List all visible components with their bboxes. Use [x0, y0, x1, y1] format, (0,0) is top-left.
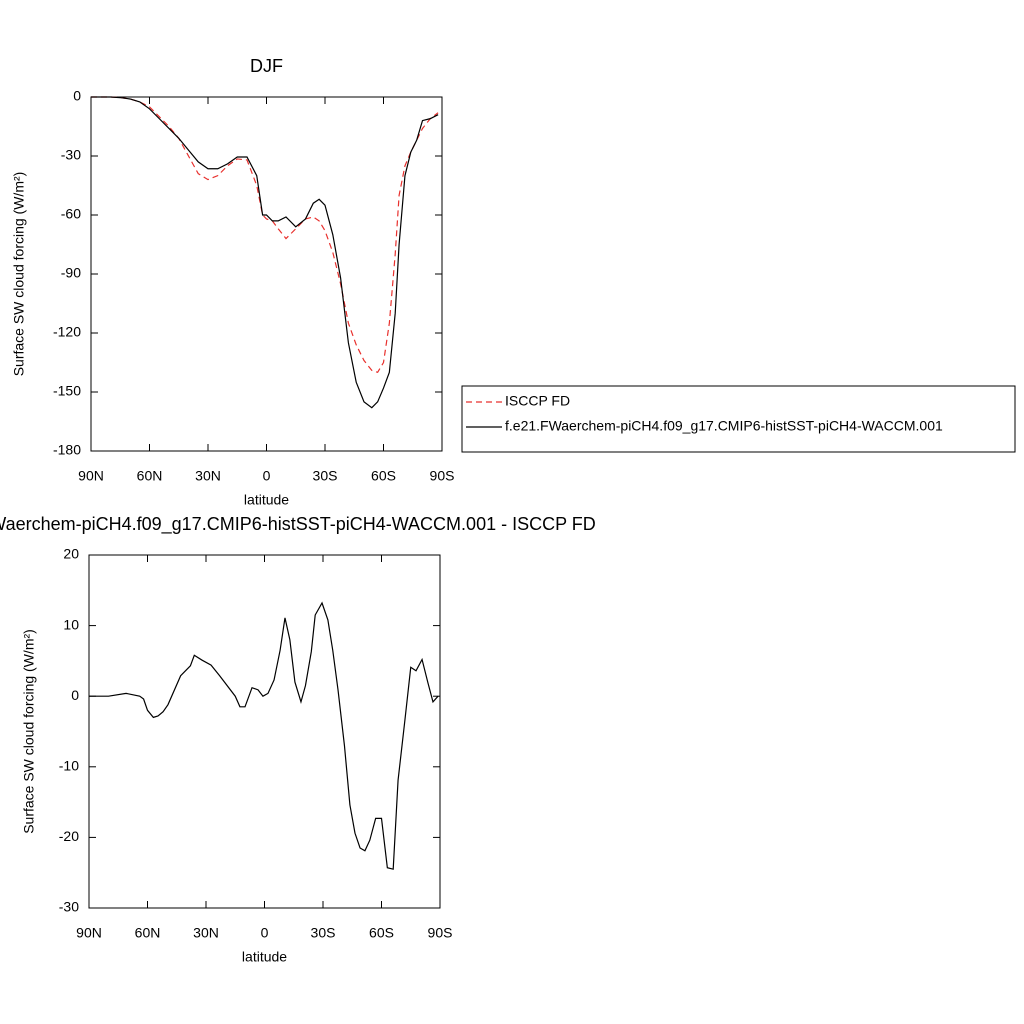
x-axis-label: latitude: [242, 949, 287, 965]
y-tick-label: -30: [59, 899, 79, 915]
x-tick-label: 60N: [135, 925, 161, 941]
x-tick-label: 90N: [78, 468, 104, 484]
y-tick-label: -30: [61, 147, 81, 163]
x-axis-label: latitude: [244, 492, 289, 508]
y-tick-label: 10: [63, 616, 79, 632]
data-line: [91, 96, 439, 409]
y-tick-label: -120: [53, 324, 81, 340]
plot-frame: [90, 96, 443, 452]
x-tick-label: 30S: [313, 468, 338, 484]
x-tick-label: 90S: [428, 925, 453, 941]
x-tick-label: 0: [261, 925, 269, 941]
y-tick-label: -60: [61, 206, 81, 222]
y-tick-label: -10: [59, 758, 79, 774]
x-tick-label: 30N: [193, 925, 219, 941]
x-tick-label: 60S: [369, 925, 394, 941]
y-tick-label: -180: [53, 442, 81, 458]
x-tick-label: 30S: [311, 925, 336, 941]
y-tick-label: -20: [59, 828, 79, 844]
y-tick-label: 20: [63, 546, 79, 562]
x-tick-label: 90S: [430, 468, 455, 484]
y-axis-label: Surface SW cloud forcing (W/m²): [11, 172, 27, 377]
y-tick-label: -150: [53, 383, 81, 399]
x-tick-label: 30N: [195, 468, 221, 484]
y-tick-label: 0: [71, 687, 79, 703]
legend-label: ISCCP FD: [505, 393, 570, 409]
chart-title: f.e21.FWaerchem-piCH4.f09_g17.CMIP6-hist…: [0, 514, 596, 535]
data-line: [89, 601, 439, 870]
x-tick-label: 60S: [371, 468, 396, 484]
legend-box: [461, 385, 1016, 453]
plot-frame: [88, 554, 441, 909]
legend-label: f.e21.FWaerchem-piCH4.f09_g17.CMIP6-hist…: [505, 418, 943, 434]
x-tick-label: 0: [263, 468, 271, 484]
data-line: [91, 96, 439, 374]
x-tick-label: 60N: [137, 468, 163, 484]
x-tick-label: 90N: [76, 925, 102, 941]
y-tick-label: -90: [61, 265, 81, 281]
chart-title: DJF: [250, 56, 283, 76]
y-tick-label: 0: [73, 88, 81, 104]
y-axis-label: Surface SW cloud forcing (W/m²): [21, 629, 37, 834]
